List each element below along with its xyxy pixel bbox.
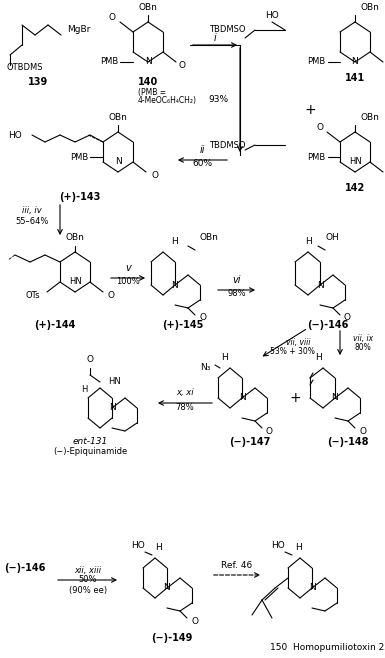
Text: +: +: [289, 391, 301, 405]
Text: N: N: [172, 280, 178, 290]
Text: OBn: OBn: [109, 113, 127, 122]
Text: OTs: OTs: [25, 291, 40, 301]
Text: O: O: [316, 124, 323, 132]
Text: Ref. 46: Ref. 46: [221, 561, 253, 570]
Text: 53% + 30%: 53% + 30%: [270, 347, 315, 357]
Text: 4-MeOC₆H₄CH₂): 4-MeOC₆H₄CH₂): [138, 97, 197, 105]
Text: N: N: [145, 57, 151, 66]
Text: O: O: [191, 617, 198, 626]
Text: PMB: PMB: [70, 153, 88, 161]
Text: xii, xiii: xii, xiii: [74, 565, 102, 574]
Text: OTBDMS: OTBDMS: [7, 64, 43, 72]
Text: (+)-144: (+)-144: [34, 320, 76, 330]
Text: HN: HN: [108, 378, 121, 386]
Text: O: O: [152, 172, 159, 180]
Text: i: i: [214, 33, 216, 43]
Text: vii, viii: vii, viii: [286, 338, 310, 347]
Text: 150  Homopumiliotoxin 223G: 150 Homopumiliotoxin 223G: [270, 644, 385, 653]
Text: H: H: [172, 238, 178, 247]
Text: N: N: [352, 57, 358, 66]
Text: OBn: OBn: [200, 234, 219, 243]
Text: PMB: PMB: [307, 153, 325, 161]
Text: (PMB =: (PMB =: [138, 88, 166, 97]
Text: 142: 142: [345, 183, 365, 193]
Text: N: N: [115, 157, 121, 166]
Text: H: H: [155, 544, 161, 553]
Text: HO: HO: [131, 540, 145, 549]
Text: ii: ii: [199, 145, 205, 155]
Text: 140: 140: [138, 77, 158, 87]
Text: N₃: N₃: [200, 363, 210, 372]
Text: (90% ee): (90% ee): [69, 586, 107, 595]
Text: O: O: [199, 313, 206, 322]
Text: 139: 139: [28, 77, 48, 87]
Text: (−)-Epiquinamide: (−)-Epiquinamide: [53, 447, 127, 457]
Text: HO: HO: [8, 130, 22, 139]
Text: HO: HO: [271, 540, 285, 549]
Text: TBDMSO: TBDMSO: [209, 26, 246, 34]
Text: 55–64%: 55–64%: [15, 218, 49, 226]
Text: HO: HO: [265, 11, 279, 20]
Text: O: O: [179, 61, 186, 70]
Text: OBn: OBn: [65, 234, 84, 243]
Text: OBn: OBn: [361, 113, 380, 122]
Text: 50%: 50%: [79, 576, 97, 584]
Text: O: O: [266, 428, 273, 436]
Text: O: O: [344, 313, 351, 322]
Text: +: +: [304, 103, 316, 117]
Text: PMB: PMB: [100, 57, 118, 66]
Text: N: N: [239, 393, 245, 403]
Text: N: N: [331, 393, 338, 403]
Text: ent-131: ent-131: [72, 438, 108, 447]
Text: HN: HN: [69, 278, 81, 286]
Text: OBn: OBn: [361, 3, 380, 13]
Text: HN: HN: [349, 157, 362, 166]
Text: N: N: [316, 280, 323, 290]
Text: 80%: 80%: [355, 343, 372, 353]
Text: 100%: 100%: [116, 278, 140, 286]
Text: 60%: 60%: [192, 159, 212, 168]
Text: 93%: 93%: [208, 95, 228, 105]
Text: OH: OH: [325, 234, 339, 243]
Text: OBn: OBn: [139, 3, 157, 13]
Text: MgBr: MgBr: [67, 26, 90, 34]
Text: TBDMSO: TBDMSO: [209, 141, 246, 149]
Text: iii, iv: iii, iv: [22, 205, 42, 215]
Text: O: O: [87, 355, 94, 365]
Text: PMB: PMB: [307, 57, 325, 66]
Text: 78%: 78%: [176, 403, 194, 411]
Text: vi: vi: [233, 275, 241, 285]
Text: H: H: [222, 353, 228, 363]
Text: H: H: [305, 238, 311, 247]
Text: v: v: [125, 263, 131, 273]
Text: H: H: [315, 353, 321, 363]
Text: 141: 141: [345, 73, 365, 83]
Text: (−)-146: (−)-146: [307, 320, 349, 330]
Text: N: N: [109, 403, 116, 413]
Text: H: H: [82, 386, 88, 395]
Text: O: O: [108, 291, 115, 301]
Text: (+)-145: (+)-145: [162, 320, 204, 330]
Text: (−)-149: (−)-149: [151, 633, 192, 643]
Text: x, xi: x, xi: [176, 388, 194, 397]
Text: H: H: [295, 544, 301, 553]
Text: (−)-147: (−)-147: [229, 437, 271, 447]
Text: (+)-143: (+)-143: [59, 192, 101, 202]
Text: vii, ix: vii, ix: [353, 334, 373, 343]
Text: (−)-148: (−)-148: [327, 437, 369, 447]
Text: N: N: [309, 584, 315, 592]
Text: O: O: [109, 14, 116, 22]
Text: N: N: [164, 584, 171, 592]
Text: O: O: [359, 428, 366, 436]
Text: 98%: 98%: [228, 290, 246, 299]
Text: (−)-146: (−)-146: [4, 563, 46, 573]
